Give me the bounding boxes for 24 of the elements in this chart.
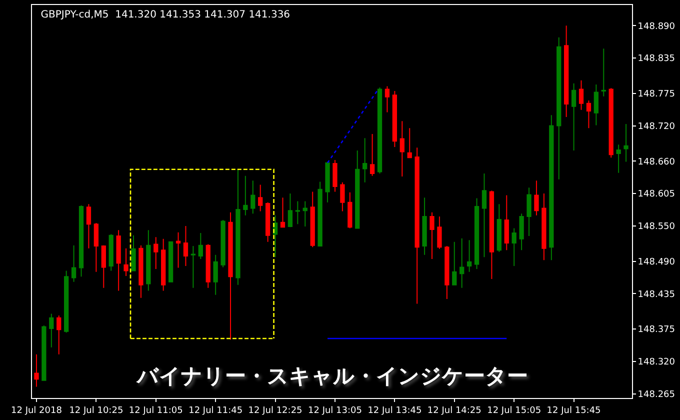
x-tick-label: 12 Jul 2018 [11,406,62,416]
y-tick-label: 148.375 [638,325,676,336]
y-tick-label: 148.605 [638,190,676,200]
y-tick-label: 148.490 [638,257,676,268]
x-tick-label: 12 Jul 15:05 [487,406,542,416]
x-tick-label: 12 Jul 10:25 [69,406,124,416]
x-tick-label: 12 Jul 11:05 [128,406,183,416]
text: GBPJPY-cd,M5 141.320 141.353 141.307 141.336 [40,10,290,20]
x-tick-label: 12 Jul 11:45 [188,406,243,416]
y-tick-label: 148.435 [638,290,676,300]
x-tick-label: 12 Jul 15:45 [546,406,601,416]
y-tick-label: 148.265 [638,390,676,400]
y-tick-label: 148.835 [638,54,676,64]
y-tick-label: 148.720 [638,122,676,132]
y-tick-label: 148.775 [638,90,676,100]
y-tick-label: 148.890 [638,22,676,32]
x-tick-label: 12 Jul 14:25 [427,406,482,416]
x-tick-label: 12 Jul 13:05 [308,406,362,416]
y-tick-label: 148.320 [638,358,676,368]
y-tick-label: 148.660 [638,157,676,168]
x-tick-label: 12 Jul 13:45 [368,406,422,416]
x-tick-label: 12 Jul 12:25 [248,406,302,416]
annotation: バイナリー・スキャル・インジケーター [136,364,528,388]
y-tick-label: 148.550 [638,222,676,232]
